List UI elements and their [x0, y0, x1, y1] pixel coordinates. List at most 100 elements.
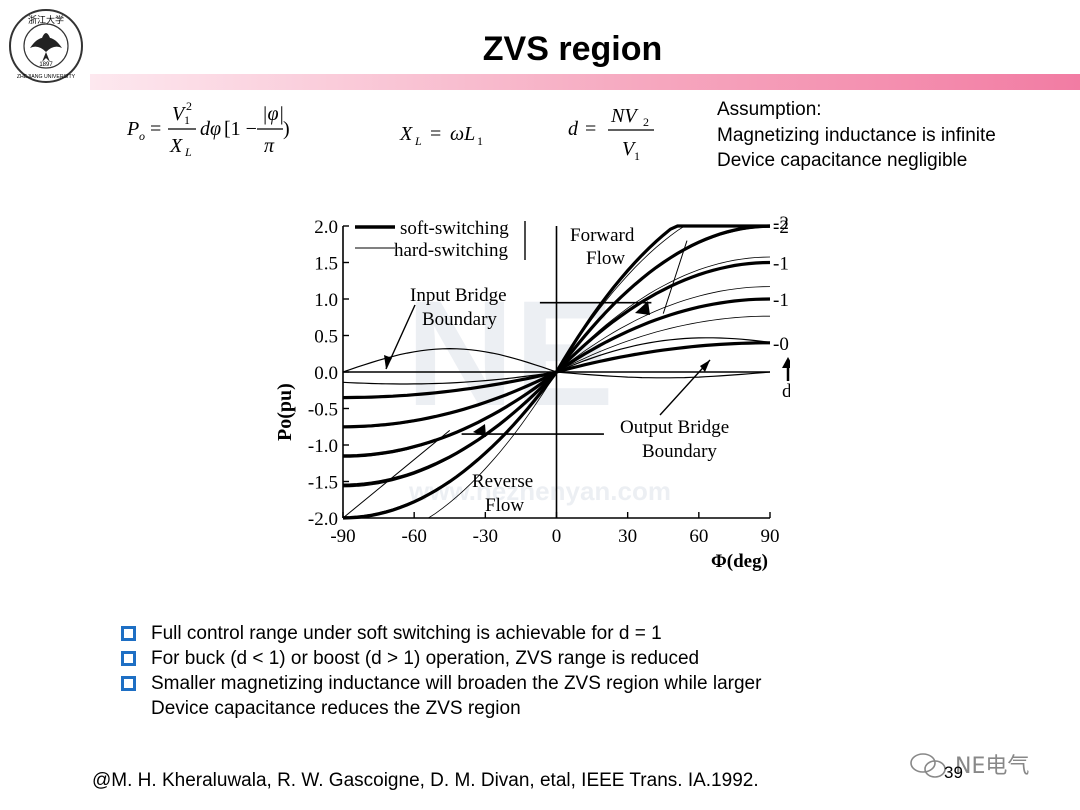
output-bridge-label: Boundary: [642, 441, 717, 462]
d-label: d: [782, 381, 790, 402]
y-axis-title: Po(pu): [274, 383, 296, 441]
y-tick-label: -1.5: [308, 473, 338, 494]
legend-soft-label: soft-switching: [400, 218, 509, 239]
y-tick-label: -2.0: [308, 509, 338, 530]
svg-text:1: 1: [477, 134, 483, 148]
svg-text:π: π: [264, 135, 275, 157]
forward-flow-label: Forward: [570, 225, 635, 246]
y-tick-label: 0.5: [314, 327, 338, 348]
input-bridge-label: Boundary: [422, 309, 497, 330]
university-logo: 浙江大学 1897 ZHEJIANG UNIVERSITY: [9, 9, 83, 83]
curve-d-label: -0.5: [773, 334, 790, 355]
reverse-flow-arrowhead: [473, 424, 486, 437]
bullet-text: For buck (d < 1) or boost (d > 1) operat…: [151, 648, 700, 669]
svg-text:=: =: [585, 118, 596, 140]
assumption-block: Assumption: Magnetizing inductance is in…: [717, 97, 996, 174]
curve-d-label: -1.0: [773, 290, 790, 311]
output-boundary-pointer: [659, 359, 711, 416]
reverse-flow-label: Reverse: [472, 471, 533, 492]
wechat-icon: [910, 753, 946, 778]
x-tick-label: 60: [689, 526, 708, 547]
x-tick-label: 30: [618, 526, 637, 547]
x-tick-label: 0: [552, 526, 562, 547]
svg-text:P: P: [126, 118, 139, 140]
y-tick-label: -1.0: [308, 436, 338, 457]
wechat-name: NE电气: [955, 754, 1029, 779]
tick-labels: -2.0 -1.5 -1.0 -0.5 0.0 0.5 1.0 1.5 2.0 -90 -60 -30…: [308, 213, 790, 547]
y-tick-label: 1.0: [314, 290, 338, 311]
bullet-item: For buck (d < 1) or boost (d > 1) operat…: [118, 646, 761, 671]
svg-text:NE: NE: [406, 269, 614, 437]
watermark-url: www.nezhenyan.com: [408, 476, 671, 506]
svg-text:dφ: dφ: [200, 118, 221, 140]
svg-text:2: 2: [186, 99, 192, 113]
bridge-boundaries: [342, 221, 771, 519]
y-tick-label: 0.0: [314, 363, 338, 384]
bullet-continuation: Device capacitance reduces the ZVS regio…: [151, 698, 521, 719]
curve-d-label: -2.5: [773, 213, 790, 234]
x-tick-label: -60: [402, 526, 427, 547]
slide-title: ZVS region: [482, 30, 663, 68]
svg-text:X: X: [169, 135, 183, 157]
svg-text:=: =: [430, 123, 441, 145]
input-bridge-boundary: [342, 347, 771, 379]
svg-text:2: 2: [643, 115, 649, 129]
svg-text:=: =: [150, 118, 161, 140]
y-tick-label: -0.5: [308, 400, 338, 421]
x-axis-title: Φ(deg): [711, 551, 768, 572]
x-tick-label: -90: [330, 526, 355, 547]
input-boundary-arrowhead: [384, 355, 392, 369]
bullet-text: Smaller magnetizing inductance will broa…: [151, 673, 762, 694]
svg-text:L: L: [414, 134, 422, 148]
input-bridge-label: Input Bridge: [410, 285, 507, 306]
svg-text:o: o: [139, 129, 145, 143]
y-tick-label: 1.5: [314, 254, 338, 275]
logo-text: ZHEJIANG UNIVERSITY: [17, 74, 76, 80]
title-underline-bar: [90, 74, 1080, 90]
svg-text:|φ|: |φ|: [262, 103, 284, 125]
svg-text:L: L: [184, 145, 192, 159]
svg-text:1: 1: [184, 113, 190, 127]
assumption-line: Magnetizing inductance is infinite: [717, 124, 996, 146]
logo-chinese: 浙江大学: [28, 14, 64, 26]
x-tick-label: -30: [473, 526, 498, 547]
legend-hard-label: hard-switching: [394, 240, 508, 261]
bullet-square-icon: [121, 626, 136, 641]
curve-d-label: -1.5: [773, 254, 790, 275]
curve-d-label: -2.0: [773, 217, 790, 238]
svg-text:1: 1: [634, 149, 640, 163]
bullet-text: Full control range under soft switching …: [151, 623, 662, 644]
assumption-heading: Assumption:: [717, 99, 822, 120]
bullet-item: Full control range under soft switching …: [118, 621, 761, 646]
svg-text:[1 −: [1 −: [224, 118, 257, 140]
chart-annotations: soft-switching hard-switching Forward Fl…: [274, 218, 790, 572]
wechat-watermark: NE电气: [910, 753, 1029, 779]
hard-switching-bound: [342, 430, 451, 519]
x-tick-label: 90: [761, 526, 780, 547]
output-boundary-arrowhead: [700, 360, 710, 372]
output-bridge-label: Output Bridge: [620, 417, 729, 438]
svg-text:d: d: [568, 118, 579, 140]
zvs-chart: NE www.nezhenyan.com -2.0 -1.5 -1.0 -0.5 0.0…: [274, 213, 790, 572]
assumption-line: Device capacitance negligible: [717, 150, 968, 171]
svg-text:X: X: [399, 123, 413, 145]
d-arrowhead: [782, 357, 790, 368]
svg-text:): ): [283, 118, 290, 140]
logo-year: 1897: [39, 62, 53, 68]
bullet-square-icon: [121, 676, 136, 691]
bullet-list: Full control range under soft switching …: [118, 621, 761, 721]
svg-text:V: V: [622, 138, 637, 160]
forward-flow-label: Flow: [586, 248, 625, 269]
svg-text:NV: NV: [610, 105, 639, 127]
reverse-flow-label: Flow: [485, 495, 524, 516]
page-number: 39: [944, 763, 963, 782]
y-tick-label: 2.0: [314, 217, 338, 238]
svg-text:ωL: ωL: [450, 123, 475, 145]
forward-flow-arrowhead: [635, 301, 650, 315]
chart-watermark: NE www.nezhenyan.com: [406, 269, 671, 506]
bullet-square-icon: [121, 651, 136, 666]
svg-text:V: V: [172, 103, 187, 125]
bullet-item: Smaller magnetizing inductance will broa…: [118, 671, 761, 696]
hard-switching-bound: [662, 240, 688, 314]
